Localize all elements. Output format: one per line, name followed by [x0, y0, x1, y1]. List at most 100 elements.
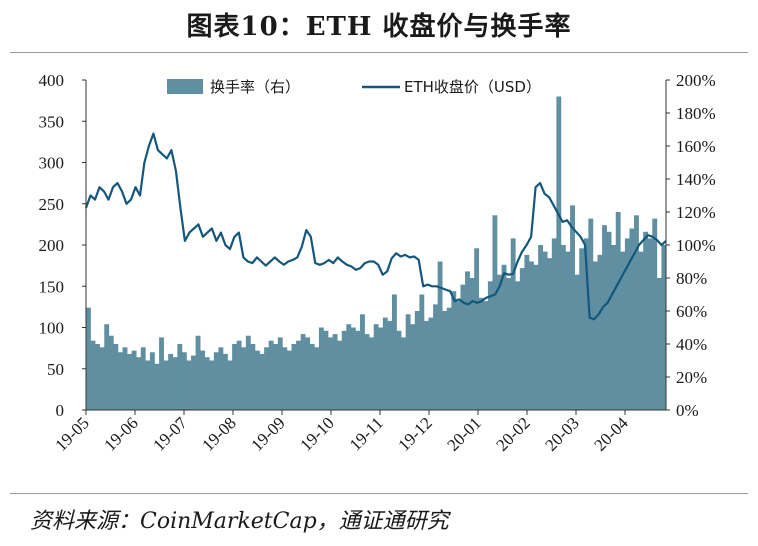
- turnover-bar: [629, 228, 635, 410]
- turnover-bar: [519, 268, 525, 410]
- right-tick-label: 120%: [676, 203, 716, 222]
- turnover-bar: [346, 324, 352, 410]
- x-tick-label: 19-11: [346, 413, 387, 454]
- turnover-bar: [565, 251, 571, 410]
- turnover-bar: [245, 335, 251, 410]
- turnover-bar: [405, 314, 411, 410]
- turnover-bar: [446, 307, 452, 410]
- turnover-bar: [433, 304, 438, 410]
- turnover-bar: [638, 251, 644, 410]
- left-tick-label: 350: [39, 112, 65, 131]
- turnover-bar: [145, 360, 151, 410]
- turnover-bar: [332, 334, 338, 410]
- turnover-bar: [387, 320, 393, 410]
- turnover-bar: [396, 330, 402, 410]
- left-tick-label: 250: [39, 195, 65, 214]
- turnover-bar: [551, 238, 557, 410]
- turnover-bar: [296, 340, 301, 410]
- x-tick-label: 20-02: [492, 413, 533, 454]
- turnover-bar: [191, 355, 196, 410]
- turnover-bar: [606, 231, 612, 410]
- right-tick-label: 80%: [676, 269, 707, 288]
- right-tick-label: 0%: [676, 401, 699, 420]
- right-tick-label: 20%: [676, 368, 707, 387]
- turnover-bar: [136, 357, 142, 410]
- turnover-bar: [478, 297, 484, 410]
- turnover-bar: [528, 261, 534, 410]
- x-tick-label: 19-10: [296, 413, 337, 454]
- turnover-bar: [277, 337, 283, 410]
- turnover-bar: [378, 327, 384, 410]
- source-note: 资料来源：CoinMarketCap，通证通研究: [30, 509, 449, 534]
- turnover-bar: [369, 337, 375, 410]
- turnover-bar: [131, 350, 137, 410]
- turnover-bar: [360, 314, 365, 410]
- turnover-bar: [318, 327, 324, 410]
- turnover-bar: [90, 340, 96, 410]
- turnover-bar: [300, 334, 306, 410]
- turnover-bar: [382, 317, 388, 410]
- turnover-bar: [570, 205, 575, 410]
- turnover-bar: [314, 347, 320, 410]
- x-tick-label: 19-09: [247, 413, 288, 454]
- turnover-bar: [177, 344, 183, 410]
- turnover-bar: [154, 363, 160, 410]
- turnover-bar: [492, 215, 498, 410]
- x-tick-label: 19-12: [394, 413, 435, 454]
- turnover-bar: [469, 278, 475, 410]
- turnover-bar: [560, 245, 566, 410]
- turnover-bar: [186, 360, 192, 410]
- turnover-bar: [195, 335, 201, 410]
- turnover-bar: [104, 324, 110, 410]
- turnover-bar: [286, 350, 292, 410]
- turnover-bar: [497, 274, 502, 410]
- turnover-bar: [524, 254, 530, 410]
- turnover-bar: [373, 324, 379, 410]
- turnover-bar: [113, 344, 119, 410]
- turnover-bar: [209, 360, 215, 410]
- turnover-bar: [250, 344, 256, 410]
- turnover-bar: [127, 353, 132, 410]
- turnover-bar: [437, 261, 443, 410]
- turnover-bar: [232, 344, 238, 410]
- turnover-bar: [611, 245, 617, 410]
- turnover-bar: [574, 274, 580, 410]
- turnover-bar: [474, 248, 480, 410]
- turnover-bar: [533, 264, 539, 410]
- left-tick-label: 150: [39, 277, 65, 296]
- turnover-bar: [401, 337, 406, 410]
- turnover-bar: [122, 347, 128, 410]
- x-tick-label: 20-04: [590, 413, 632, 455]
- legend-turnover-label: 换手率（右）: [210, 78, 300, 96]
- turnover-bar: [241, 347, 247, 410]
- turnover-bar: [428, 317, 434, 410]
- x-tick-label: 19-06: [100, 413, 141, 454]
- title-divider: [10, 52, 748, 53]
- turnover-bar: [227, 360, 233, 410]
- footer-divider: [10, 493, 748, 494]
- turnover-bar: [350, 327, 356, 410]
- turnover-bar: [423, 320, 429, 410]
- turnover-bar: [487, 281, 493, 410]
- turnover-bar: [615, 212, 621, 410]
- turnover-bar: [506, 278, 512, 410]
- turnover-bar: [140, 347, 146, 410]
- turnover-bar: [460, 284, 466, 410]
- turnover-bar: [620, 251, 626, 410]
- turnover-bar: [328, 337, 333, 410]
- turnover-bar: [309, 344, 315, 410]
- turnover-bar: [501, 264, 507, 410]
- turnover-bar: [282, 347, 288, 410]
- turnover-bar: [624, 238, 630, 410]
- turnover-bar: [483, 301, 489, 410]
- right-tick-label: 100%: [676, 236, 716, 255]
- chart-title: 图表10：ETH 收盘价与换手率: [186, 12, 572, 42]
- turnover-bar: [117, 352, 123, 410]
- turnover-bar: [99, 347, 105, 410]
- turnover-bar: [200, 350, 206, 410]
- turnover-bar: [168, 353, 174, 410]
- turnover-bar: [86, 307, 91, 410]
- turnover-bar: [95, 344, 100, 410]
- turnover-bar: [643, 231, 649, 410]
- right-tick-label: 40%: [676, 335, 707, 354]
